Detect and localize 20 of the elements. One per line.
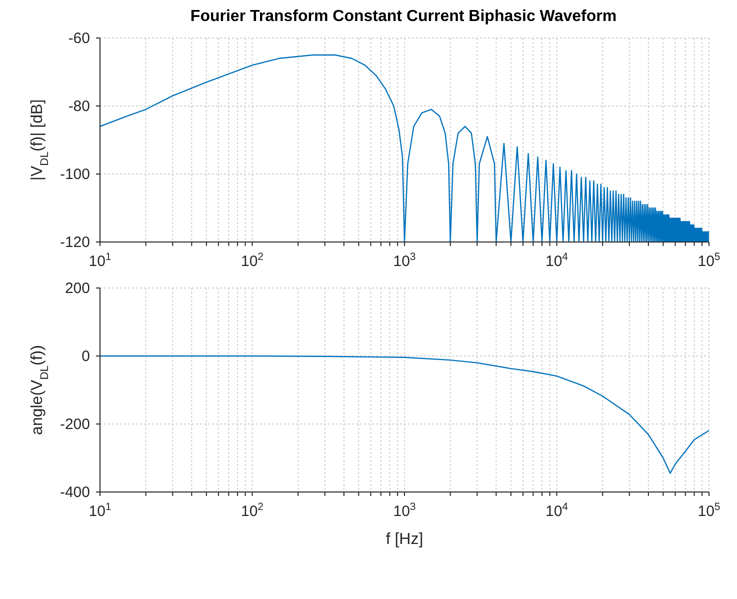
x-tick-label: 10$^{5}$	[698, 251, 720, 270]
x-tick-label: 10$^{2}$	[240, 251, 264, 270]
x-tick-label: 10$^{5}$	[698, 501, 720, 520]
y-tick-label: -60	[68, 30, 90, 47]
y-tick-label: 200	[64, 280, 90, 297]
x-tick-label: 10$^{1}$	[88, 501, 112, 520]
x-tick-label: 10$^{2}$	[240, 501, 264, 520]
x-axis-title: f [Hz]	[386, 531, 424, 548]
y-tick-label: 0	[82, 348, 90, 365]
y-tick-label: -100	[60, 166, 90, 183]
y-tick-label: -120	[60, 234, 90, 251]
x-tick-label: 10$^{3}$	[393, 251, 416, 270]
x-tick-label: 10$^{1}$	[88, 251, 112, 270]
y-tick-label: -80	[68, 98, 90, 115]
x-tick-label: 10$^{3}$	[393, 501, 416, 520]
chart-title: Fourier Transform Constant Current Biphasic Waveform	[189, 8, 618, 27]
y-tick-label: -400	[60, 484, 90, 501]
x-tick-label: 10$^{4}$	[545, 251, 568, 270]
x-tick-label: 10$^{4}$	[545, 501, 568, 520]
y-tick-label: -200	[60, 416, 90, 433]
